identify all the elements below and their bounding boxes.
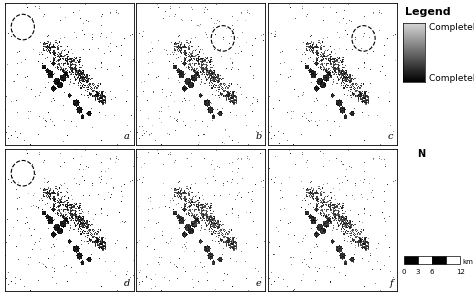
Text: d: d: [124, 278, 130, 288]
Bar: [418, 256, 432, 264]
Polygon shape: [310, 185, 326, 193]
Text: 0: 0: [401, 269, 406, 275]
Text: b: b: [255, 132, 262, 141]
Text: f: f: [390, 278, 393, 288]
Bar: [446, 256, 460, 264]
Text: Legend: Legend: [405, 7, 451, 17]
Text: c: c: [388, 132, 393, 141]
Text: e: e: [255, 278, 262, 288]
Polygon shape: [306, 171, 313, 189]
Text: N: N: [417, 149, 425, 159]
Text: a: a: [124, 132, 130, 141]
Polygon shape: [306, 189, 313, 207]
Bar: [432, 256, 446, 264]
Text: 3: 3: [416, 269, 420, 275]
Polygon shape: [292, 185, 310, 193]
Text: Completely similar: Completely similar: [428, 23, 474, 32]
Text: 12: 12: [456, 269, 465, 275]
Bar: [404, 256, 418, 264]
Text: 6: 6: [430, 269, 434, 275]
Text: Completely dissimilar: Completely dissimilar: [428, 74, 474, 83]
Text: km: km: [463, 258, 474, 265]
